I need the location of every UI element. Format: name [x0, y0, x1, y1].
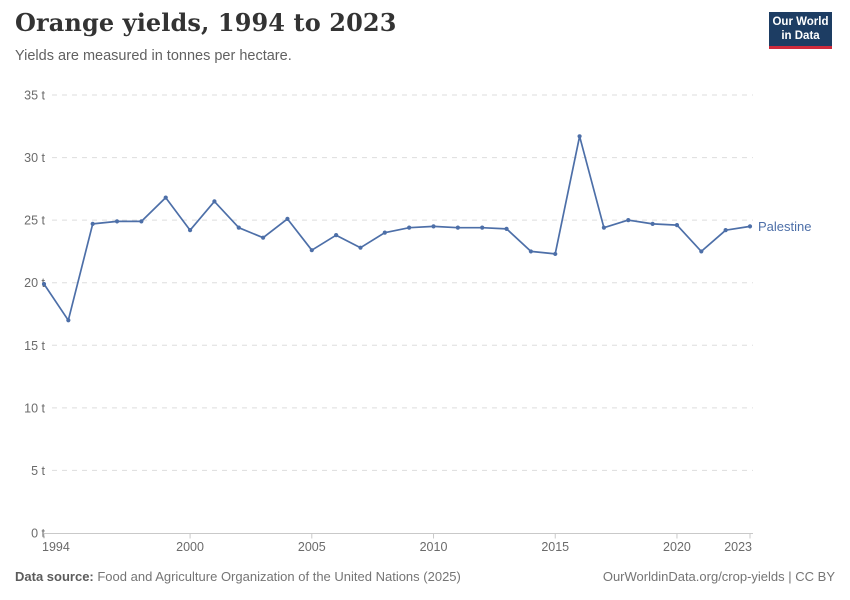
y-tick-label-15: 15 t — [24, 339, 45, 353]
credit-link[interactable]: OurWorldinData.org/crop-yields | CC BY — [602, 569, 835, 584]
data-point-2010 — [431, 224, 436, 229]
x-tick-label-2010: 2010 — [420, 540, 448, 554]
y-tick-label-5: 5 t — [31, 464, 45, 478]
y-tick-label-10: 10 t — [24, 401, 45, 415]
y-tick-label-35: 35 t — [24, 89, 45, 103]
data-point-2000 — [187, 228, 193, 233]
data-point-2018 — [626, 218, 631, 223]
x-tick-label-1994: 1994 — [42, 540, 70, 554]
data-point-1995 — [66, 318, 71, 323]
y-tick-label-0: 0 t — [31, 527, 45, 541]
x-tick-label-2020: 2020 — [663, 540, 691, 554]
chart-footer: Data source: Food and Agriculture Organi… — [15, 569, 835, 584]
data-point-2020 — [674, 223, 680, 228]
data-point-1994 — [41, 281, 47, 287]
data-point-2005 — [309, 248, 314, 253]
data-point-2013 — [504, 226, 509, 232]
data-point-2002 — [236, 225, 241, 230]
data-point-2014 — [528, 249, 533, 254]
data-point-2001 — [212, 199, 217, 204]
chart-subtitle: Yields are measured in tonnes per hectar… — [15, 48, 292, 64]
data-point-1997 — [114, 219, 120, 224]
data-point-2012 — [480, 225, 485, 230]
data-point-2008 — [382, 230, 387, 235]
data-point-2023 — [747, 224, 753, 229]
x-tick-label-2000: 2000 — [176, 540, 204, 554]
chart-title: Orange yields, 1994 to 2023 — [15, 8, 397, 37]
data-point-2004 — [285, 216, 290, 221]
data-point-2003 — [261, 235, 266, 240]
y-tick-label-25: 25 t — [24, 214, 45, 228]
data-source-label: Data source: — [15, 569, 94, 584]
data-point-2022 — [723, 228, 728, 233]
data-point-2006 — [334, 233, 339, 238]
data-line-palestine — [43, 135, 751, 322]
data-point-2016 — [577, 134, 582, 139]
x-tick-label-2005: 2005 — [298, 540, 326, 554]
x-tick-label-2023: 2023 — [724, 540, 752, 554]
data-point-1998 — [139, 219, 144, 224]
owid-logo-line2: in Data — [781, 30, 820, 42]
data-point-2019 — [650, 221, 655, 226]
y-tick-label-20: 20 t — [24, 276, 45, 290]
data-point-1999 — [163, 195, 168, 200]
x-tick-label-2015: 2015 — [541, 540, 569, 554]
owid-logo[interactable]: Our World in Data — [769, 12, 832, 49]
y-tick-label-30: 30 t — [24, 151, 45, 165]
data-point-2017 — [601, 225, 607, 230]
data-point-2015 — [553, 251, 558, 257]
data-point-2007 — [358, 245, 363, 250]
series-label-palestine[interactable]: Palestine — [758, 219, 811, 234]
owid-logo-line1: Our World — [772, 15, 829, 28]
data-point-2009 — [407, 225, 412, 230]
data-point-2021 — [699, 249, 704, 254]
data-source: Data source: Food and Agriculture Organi… — [15, 569, 461, 584]
data-point-1996 — [90, 221, 95, 226]
data-source-value: Food and Agriculture Organization of the… — [93, 569, 461, 584]
data-point-2011 — [455, 225, 460, 230]
